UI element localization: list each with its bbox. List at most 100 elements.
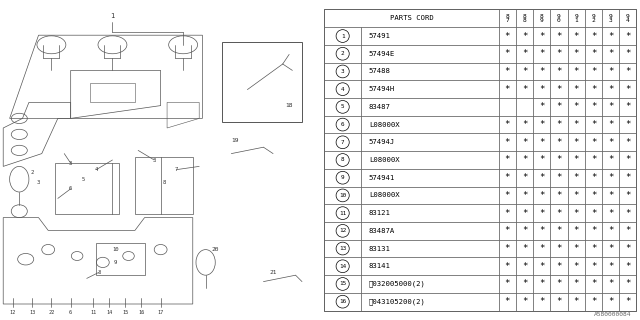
Text: 8
9: 8 9: [540, 13, 543, 23]
Bar: [499, 116, 516, 133]
Text: 10: 10: [113, 247, 119, 252]
Text: *: *: [608, 297, 613, 306]
Text: *: *: [504, 49, 510, 58]
Text: *: *: [625, 102, 630, 111]
Text: *: *: [625, 32, 630, 41]
Text: 83487A: 83487A: [369, 228, 395, 234]
Text: *: *: [625, 209, 630, 218]
Text: 2: 2: [341, 51, 344, 56]
Text: *: *: [625, 226, 630, 235]
Bar: [568, 80, 585, 98]
Text: *: *: [625, 279, 630, 288]
Bar: [533, 257, 550, 275]
Bar: [550, 222, 568, 240]
Bar: [324, 204, 361, 222]
Text: *: *: [573, 102, 579, 111]
Bar: [585, 80, 602, 98]
Bar: [550, 204, 568, 222]
Bar: [516, 98, 533, 116]
Bar: [585, 116, 602, 133]
Bar: [620, 275, 637, 293]
Bar: [324, 116, 361, 133]
Bar: [550, 98, 568, 116]
Text: *: *: [504, 191, 510, 200]
Text: *: *: [504, 138, 510, 147]
Text: *: *: [608, 67, 613, 76]
Text: *: *: [522, 156, 527, 164]
Text: *: *: [504, 120, 510, 129]
Text: *: *: [573, 226, 579, 235]
Text: *: *: [556, 191, 562, 200]
Bar: [499, 98, 516, 116]
Bar: [516, 169, 533, 187]
Text: *: *: [573, 279, 579, 288]
Bar: [602, 204, 620, 222]
Bar: [585, 275, 602, 293]
Text: *: *: [522, 226, 527, 235]
Text: *: *: [504, 85, 510, 94]
Bar: [499, 187, 516, 204]
Text: 4: 4: [95, 167, 98, 172]
Bar: [602, 98, 620, 116]
Text: 8
8: 8 8: [523, 13, 527, 23]
Bar: [620, 10, 637, 27]
Text: *: *: [522, 138, 527, 147]
Text: *: *: [608, 226, 613, 235]
Text: *: *: [608, 191, 613, 200]
Text: *: *: [608, 32, 613, 41]
Bar: [499, 257, 516, 275]
Text: *: *: [591, 102, 596, 111]
Bar: [550, 275, 568, 293]
Bar: [324, 169, 361, 187]
Bar: [516, 151, 533, 169]
Bar: [602, 240, 620, 257]
Bar: [361, 63, 499, 80]
Bar: [516, 240, 533, 257]
Bar: [602, 116, 620, 133]
Text: *: *: [556, 32, 562, 41]
Bar: [361, 80, 499, 98]
Text: *: *: [556, 173, 562, 182]
Text: *: *: [608, 102, 613, 111]
Bar: [361, 45, 499, 63]
Text: *: *: [504, 209, 510, 218]
Text: 16: 16: [138, 309, 145, 315]
Bar: [516, 293, 533, 310]
Bar: [550, 27, 568, 45]
Bar: [324, 240, 361, 257]
Bar: [585, 187, 602, 204]
Text: 12: 12: [339, 228, 346, 233]
Bar: [550, 80, 568, 98]
Bar: [324, 187, 361, 204]
Bar: [602, 63, 620, 80]
Bar: [361, 98, 499, 116]
Bar: [533, 63, 550, 80]
Text: *: *: [522, 49, 527, 58]
Text: 5: 5: [341, 104, 344, 109]
Text: A580000084: A580000084: [595, 312, 632, 317]
Text: *: *: [573, 173, 579, 182]
Text: 1: 1: [341, 34, 344, 38]
Bar: [499, 27, 516, 45]
Bar: [499, 63, 516, 80]
Bar: [620, 151, 637, 169]
Text: *: *: [556, 85, 562, 94]
Text: *: *: [573, 120, 579, 129]
Text: *: *: [625, 120, 630, 129]
Bar: [602, 27, 620, 45]
Text: 14: 14: [106, 309, 113, 315]
Text: *: *: [556, 156, 562, 164]
Text: *: *: [591, 262, 596, 271]
Text: 3: 3: [69, 161, 72, 166]
Bar: [324, 45, 361, 63]
Bar: [516, 27, 533, 45]
Bar: [620, 133, 637, 151]
Text: L08000X: L08000X: [369, 192, 399, 198]
Bar: [585, 45, 602, 63]
Bar: [499, 10, 516, 27]
Bar: [533, 275, 550, 293]
Text: *: *: [522, 173, 527, 182]
Text: *: *: [522, 279, 527, 288]
Bar: [568, 45, 585, 63]
Text: 8
7: 8 7: [506, 13, 509, 23]
